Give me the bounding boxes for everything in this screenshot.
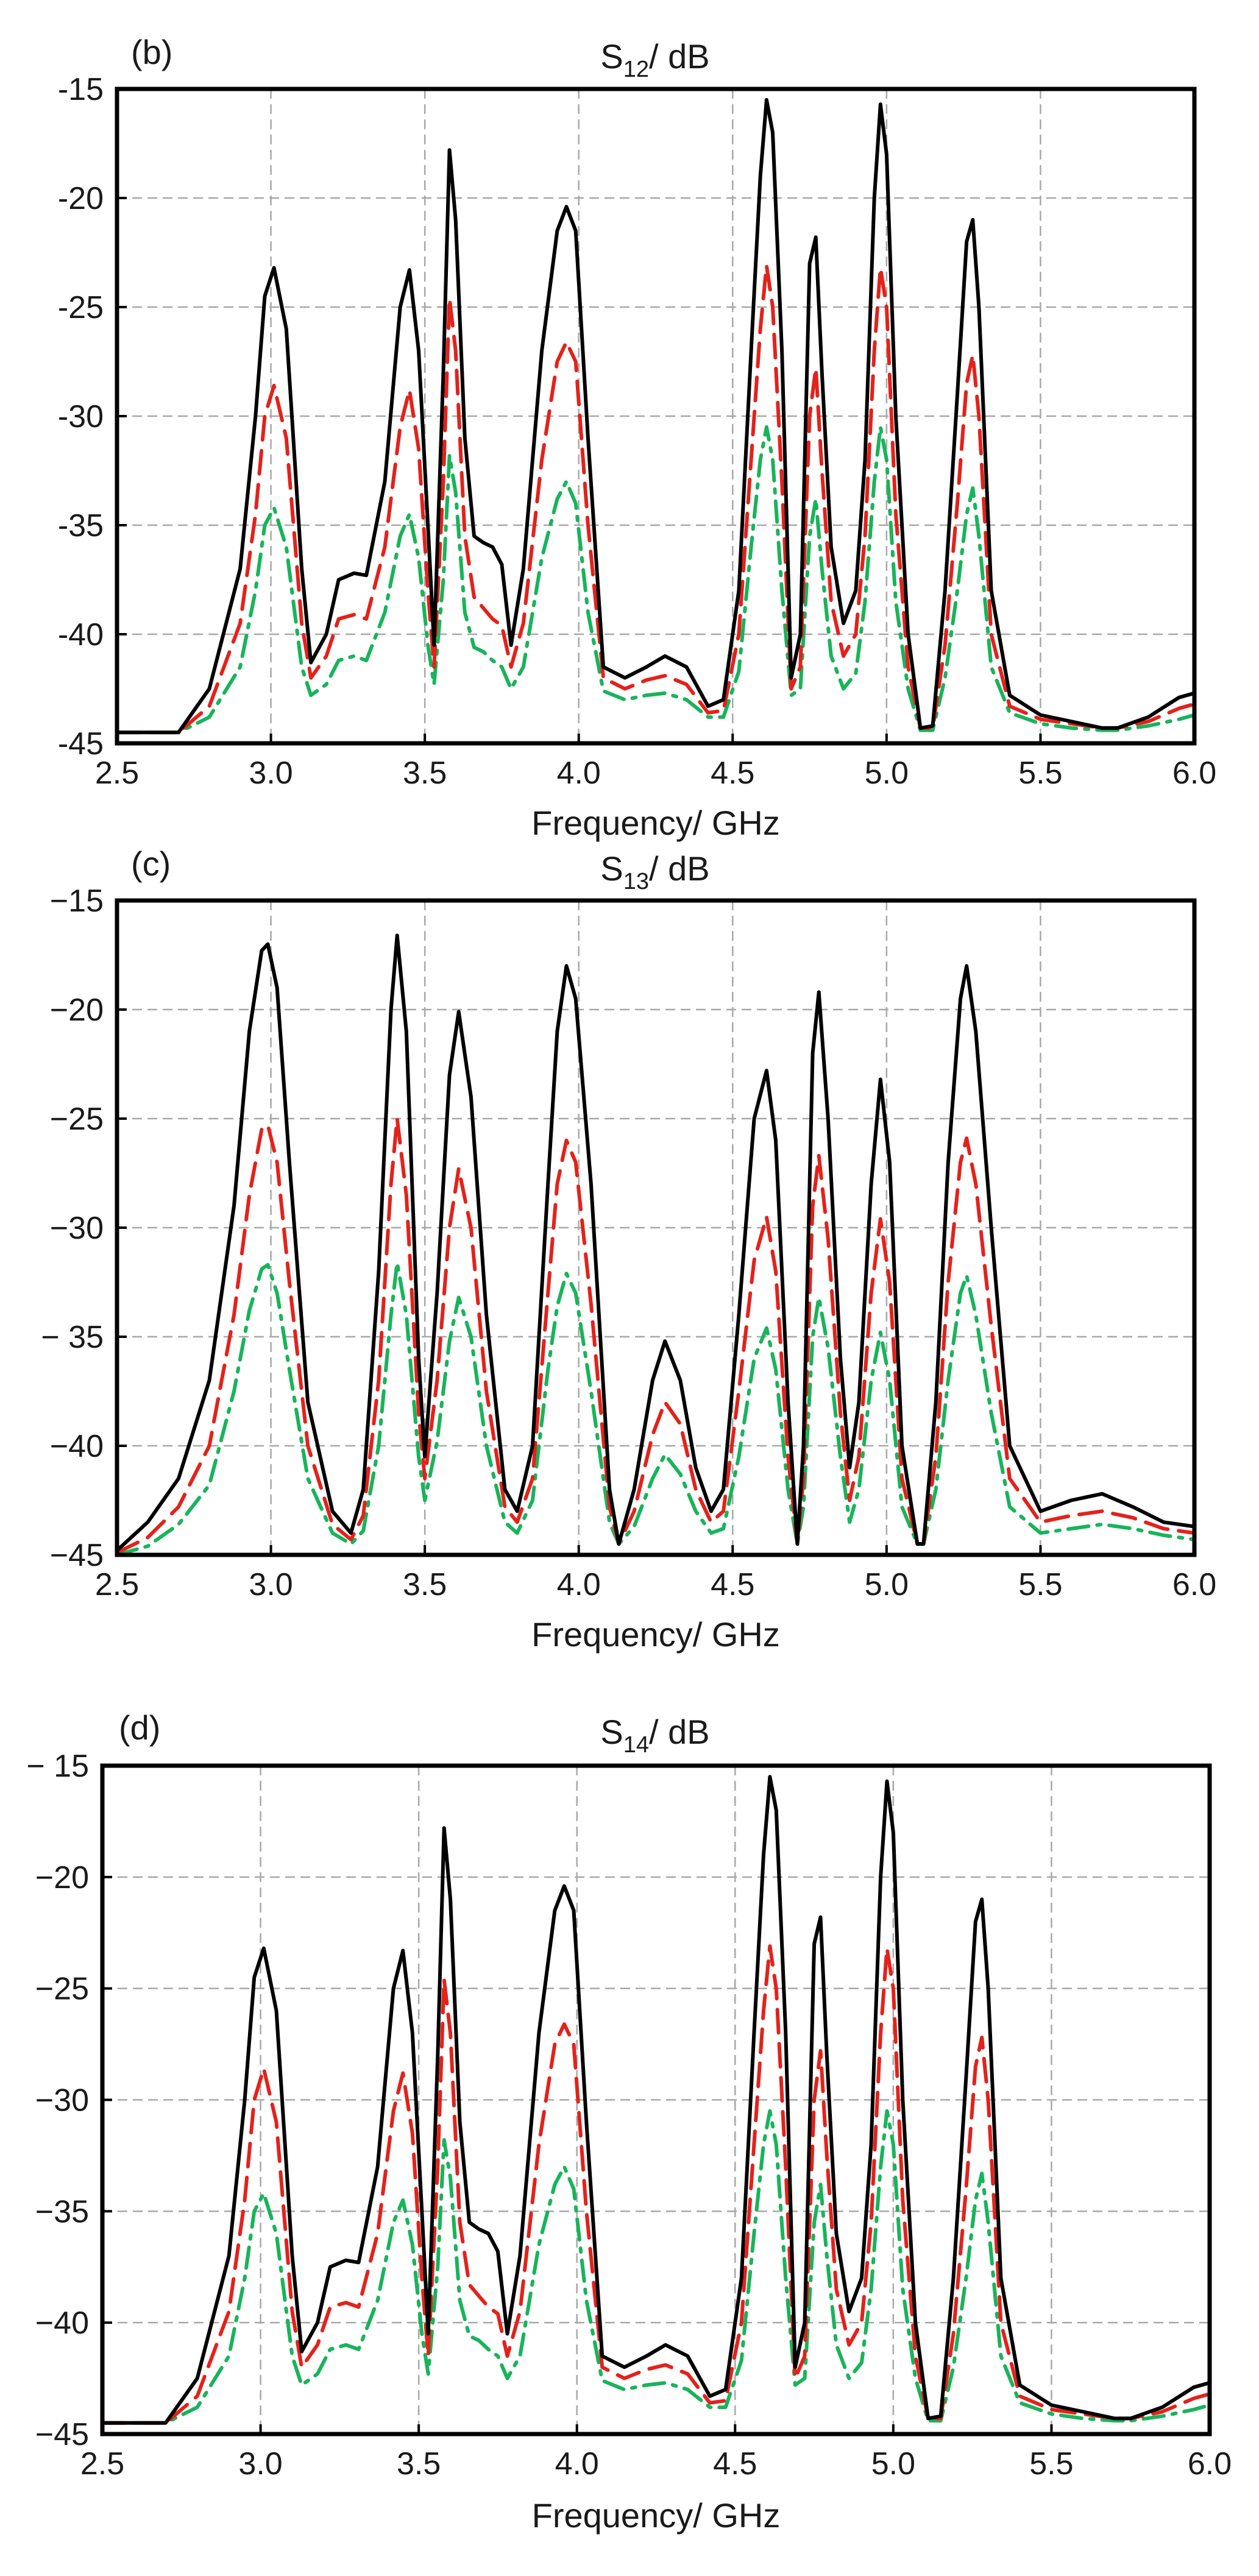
y-tick-label: −25 — [35, 1972, 89, 2007]
x-tick-label: 5.0 — [865, 1567, 909, 1602]
x-tick-label: 5.5 — [1029, 2446, 1073, 2482]
panel-label: (d) — [119, 1708, 160, 1747]
y-tick-label: -15 — [58, 72, 104, 107]
x-axis-label: Frequency/ GHz — [532, 2496, 781, 2535]
chart-title: S12/ dB — [600, 37, 709, 82]
y-tick-label: -30 — [58, 399, 104, 434]
x-tick-label: 5.0 — [865, 755, 909, 791]
title-subscript: 13 — [623, 869, 649, 894]
title-subscript: 14 — [623, 1732, 649, 1758]
series-line-black-solid — [117, 933, 1194, 1552]
y-tick-label: -45 — [58, 726, 104, 762]
series-line-red-dashed — [117, 1117, 1194, 1555]
grid — [117, 901, 1194, 1555]
series-line-green-dashdot — [117, 425, 1194, 735]
chart-title: S13/ dB — [600, 849, 709, 894]
title-main: S — [600, 849, 623, 888]
x-tick-label: 4.0 — [555, 2446, 599, 2482]
x-tick-label: 6.0 — [1188, 2446, 1232, 2482]
series-line-red-dashed — [102, 1944, 1210, 2425]
chart-panel-2: 2.5 3.0 3.5 4.0 4.5 5.0 5.5 6.0 −15 −20 −25 −30 − 35… — [41, 844, 1216, 1654]
y-tick-label: −45 — [35, 2417, 89, 2452]
x-tick-label: 4.0 — [557, 755, 601, 791]
x-tick-label: 4.0 — [557, 1567, 601, 1602]
y-tick-label: -40 — [58, 617, 104, 653]
x-tick-label: 6.0 — [1172, 755, 1216, 791]
title-unit: / dB — [649, 37, 710, 76]
x-tick-label: 5.5 — [1018, 1567, 1062, 1602]
title-main: S — [600, 37, 623, 76]
y-tick-label: −20 — [50, 993, 104, 1028]
series-group — [117, 933, 1194, 1555]
y-tick-label: -25 — [58, 290, 104, 325]
y-tick-label: −45 — [50, 1538, 104, 1573]
y-tick-label: − 35 — [41, 1320, 104, 1355]
chart-title: S14/ dB — [600, 1713, 709, 1758]
y-tick-label: -20 — [58, 181, 104, 216]
y-tick-label: −40 — [35, 2305, 89, 2341]
series-line-green-dashdot — [102, 2109, 1210, 2425]
x-tick-label: 3.0 — [249, 755, 293, 791]
x-tick-label: 5.0 — [871, 2446, 915, 2482]
x-tick-label: 5.5 — [1018, 755, 1062, 791]
x-tick-label: 4.5 — [711, 755, 754, 791]
title-unit: / dB — [649, 1713, 710, 1751]
y-tick-label: -35 — [58, 508, 104, 543]
x-tick-label: 6.0 — [1172, 1567, 1216, 1602]
x-axis-label: Frequency/ GHz — [531, 804, 780, 842]
panel-label: (c) — [131, 844, 171, 883]
y-tick-label: −35 — [35, 2194, 89, 2229]
series-line-black-solid — [117, 97, 1194, 735]
x-tick-label: 3.0 — [249, 1567, 293, 1602]
x-tick-label: 4.5 — [711, 1567, 754, 1602]
x-axis-label: Frequency/ GHz — [531, 1615, 780, 1654]
x-tick-label: 3.0 — [238, 2446, 282, 2482]
title-main: S — [600, 1713, 623, 1751]
grid — [117, 89, 1194, 743]
x-tick-label: 4.5 — [713, 2446, 757, 2482]
x-tick-label: 2.5 — [80, 2446, 124, 2482]
y-tick-label: − 15 — [26, 1749, 89, 1784]
x-tick-label: 3.5 — [403, 1567, 447, 1602]
series-group — [102, 1775, 1210, 2425]
x-tick-label: 3.5 — [403, 755, 447, 791]
series-line-red-dashed — [117, 264, 1194, 735]
chart-panel-1: 2.5 3.0 3.5 4.0 4.5 5.0 5.5 6.0 -15 -20 -25 -30 -35 -… — [58, 33, 1216, 842]
x-tick-label: 2.5 — [95, 1567, 139, 1602]
y-tick-label: −25 — [50, 1102, 104, 1137]
title-subscript: 12 — [623, 57, 649, 82]
series-line-black-solid — [102, 1775, 1210, 2425]
y-tick-label: −15 — [50, 883, 104, 919]
title-unit: / dB — [649, 849, 710, 888]
series-line-green-dashdot — [117, 1261, 1194, 1555]
y-tick-label: −40 — [50, 1429, 104, 1464]
chart-panel-3: 2.5 3.0 3.5 4.0 4.5 5.0 5.5 6.0 − 15 −20 −25 −30 −35… — [26, 1708, 1232, 2535]
x-tick-label: 3.5 — [397, 2446, 441, 2482]
x-tick-label: 2.5 — [95, 755, 139, 791]
y-tick-label: −30 — [50, 1211, 104, 1246]
grid — [102, 1766, 1210, 2434]
panel-label: (b) — [131, 33, 172, 71]
y-tick-label: −30 — [35, 2083, 89, 2118]
series-group — [117, 97, 1194, 735]
y-tick-label: −20 — [35, 1860, 89, 1895]
